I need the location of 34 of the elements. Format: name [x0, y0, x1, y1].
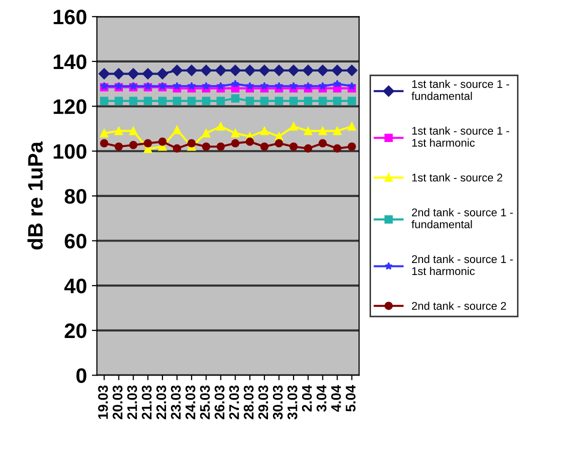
legend-label: 1st tank - source 2 — [412, 173, 502, 182]
x-tick-label: 30.03 — [272, 385, 283, 420]
x-tick-label: 25.03 — [200, 385, 210, 420]
legend-label: 2nd tank - source 1 - fundamental — [412, 208, 513, 228]
x-tick-label: 28.03 — [244, 385, 254, 420]
x-tick-label: 3.04 — [316, 385, 326, 412]
x-tick-label: 21.03 — [127, 385, 138, 420]
y-tick-label: 60 — [64, 234, 86, 249]
x-tick-label: 27.03 — [229, 385, 240, 420]
x-tick-label: 24.03 — [185, 385, 196, 420]
legend-label: 1st tank - source 1 - fundamental — [412, 80, 510, 100]
x-tick-label: 20.03 — [112, 385, 122, 420]
x-tick-label: 21.03 — [142, 385, 152, 420]
y-tick-label: 0 — [76, 368, 86, 384]
x-tick-label: 23.03 — [170, 385, 181, 420]
y-tick-label: 100 — [54, 144, 86, 159]
y-tick-label: 80 — [64, 188, 86, 204]
legend-label: 1st tank - source 1 - 1st harmonic — [412, 126, 510, 147]
y-tick-label: 40 — [64, 278, 86, 294]
x-tick-label: 31.03 — [287, 385, 298, 420]
x-tick-label: 5.04 — [346, 385, 356, 412]
x-tick-label: 22.03 — [156, 385, 166, 420]
y-tick-label: 160 — [54, 10, 86, 24]
legend-label: 2nd tank - source 1 - 1st harmonic — [412, 254, 513, 276]
y-tick-label: 120 — [54, 99, 86, 114]
x-tick-label: 4.04 — [331, 385, 341, 412]
y-tick-label: 20 — [64, 323, 86, 338]
y-axis-title: dB re 1uPa — [27, 141, 43, 250]
x-tick-label: 19.03 — [98, 385, 108, 419]
y-tick-label: 140 — [54, 54, 86, 70]
x-tick-label: 26.03 — [214, 385, 224, 420]
legend-label: 2nd tank - source 2 — [412, 302, 506, 310]
x-tick-label: 2.04 — [302, 385, 312, 412]
x-tick-label: 29.03 — [258, 385, 268, 420]
